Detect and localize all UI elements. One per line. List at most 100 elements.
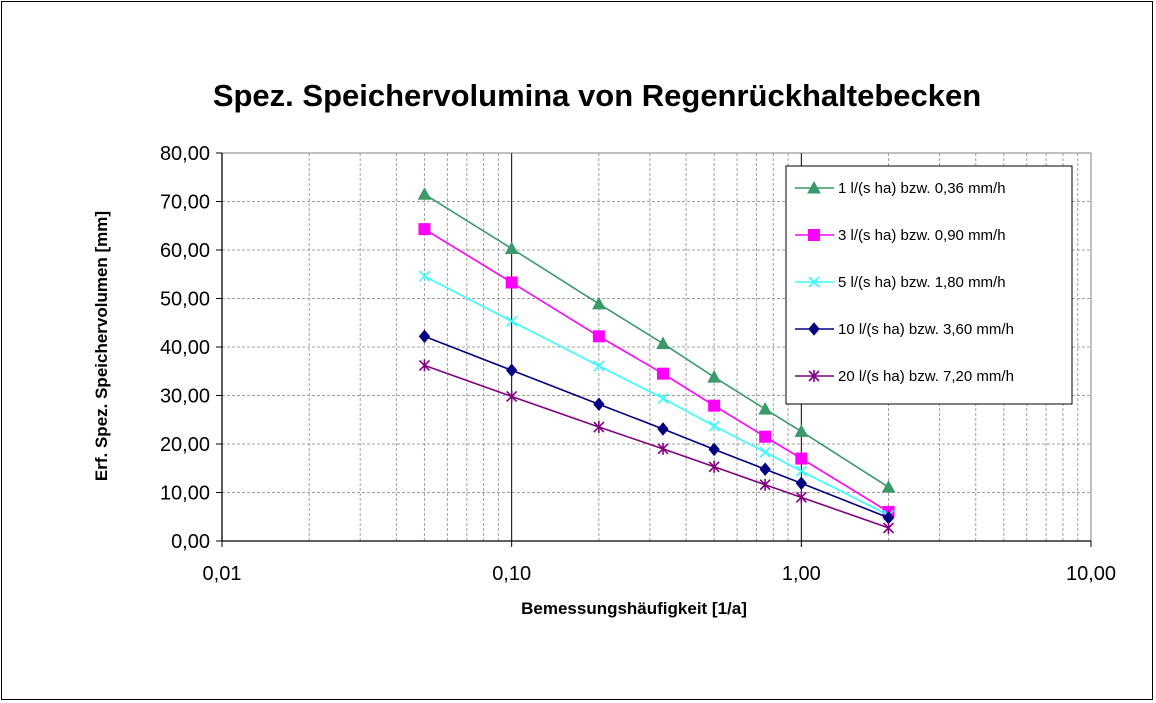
series-4	[418, 329, 895, 525]
x-marker-stroke	[708, 420, 720, 432]
legend-box	[785, 165, 1073, 405]
x-marker-stroke	[795, 465, 807, 477]
y-tick-label: 0,00	[171, 531, 210, 553]
legend-marker	[807, 180, 821, 194]
y-tick-label: 70,00	[160, 192, 210, 214]
series-5	[418, 359, 895, 534]
y-tick-label: 40,00	[160, 337, 210, 359]
x-tick-label: 0,10	[492, 563, 531, 585]
data-point	[657, 422, 669, 436]
series-line	[424, 364, 889, 529]
data-point	[657, 367, 670, 380]
legend-item: 20 l/(s ha) bzw. 7,20 mm/h	[795, 368, 1014, 385]
data-point	[794, 424, 809, 437]
data-point	[708, 442, 720, 457]
data-point	[758, 402, 772, 415]
x-marker-stroke	[506, 315, 518, 327]
y-axis-label: Erf. Spez. Speichervolumen [mm]	[92, 211, 111, 481]
x-marker-stroke	[418, 270, 431, 282]
series-line	[424, 193, 889, 488]
data-point	[708, 420, 720, 432]
chart-title: Spez. Speichervolumina von Regenrückhalt…	[213, 78, 981, 113]
data-point	[657, 392, 669, 404]
triangle-marker	[807, 180, 821, 194]
x-marker-stroke	[808, 276, 820, 288]
data-point	[504, 241, 519, 255]
diamond-marker	[593, 397, 605, 412]
legend-item: 3 l/(s ha) bzw. 0,90 mm/h	[795, 227, 1006, 244]
x-axis-label: Bemessungshäufigkeit [1/a]	[521, 599, 747, 618]
axes	[216, 152, 1092, 547]
legend-label: 3 l/(s ha) bzw. 0,90 mm/h	[838, 227, 1006, 244]
y-tick-label: 60,00	[160, 240, 210, 262]
data-point	[417, 187, 432, 200]
data-point	[759, 430, 772, 443]
series-line	[424, 228, 889, 513]
data-point	[506, 390, 518, 403]
triangle-marker	[656, 336, 670, 350]
data-point	[759, 462, 771, 477]
triangle-marker	[758, 402, 772, 415]
data-point	[795, 476, 807, 491]
y-tick-label: 50,00	[160, 289, 210, 311]
x-tick-label: 1,00	[782, 563, 821, 585]
diamond-marker	[795, 476, 807, 491]
data-point	[592, 296, 606, 310]
data-point	[418, 329, 431, 344]
square-marker	[759, 430, 772, 443]
data-point	[593, 421, 605, 434]
x-marker-stroke	[759, 446, 771, 458]
data-point	[759, 478, 771, 491]
triangle-marker	[417, 187, 432, 200]
diamond-marker	[708, 442, 720, 457]
square-marker	[418, 223, 431, 236]
x-marker-stroke	[593, 360, 605, 372]
data-point	[759, 446, 771, 458]
diamond-marker	[657, 422, 669, 436]
data-point	[592, 330, 605, 343]
x-marker-stroke	[657, 392, 669, 404]
square-marker	[808, 229, 820, 241]
square-marker	[708, 399, 721, 412]
data-point	[795, 491, 807, 504]
data-point	[418, 359, 431, 372]
square-marker	[795, 452, 808, 465]
legend-label: 5 l/(s ha) bzw. 1,80 mm/h	[838, 274, 1006, 291]
legend-marker	[808, 322, 820, 336]
diamond-marker	[808, 322, 820, 336]
legend-item: 1 l/(s ha) bzw. 0,36 mm/h	[795, 180, 1006, 197]
triangle-marker	[707, 370, 721, 383]
square-marker	[657, 367, 670, 380]
data-point	[506, 363, 518, 378]
triangle-marker	[592, 296, 606, 310]
data-point	[418, 270, 431, 282]
legend-label: 20 l/(s ha) bzw. 7,20 mm/h	[838, 368, 1014, 385]
data-point	[505, 276, 518, 289]
data-point	[795, 465, 807, 477]
data-point	[593, 360, 605, 372]
triangle-marker	[794, 424, 809, 437]
legend-item: 10 l/(s ha) bzw. 3,60 mm/h	[795, 321, 1014, 338]
data-point	[882, 521, 895, 534]
legend-marker	[808, 276, 820, 288]
square-marker	[505, 276, 518, 289]
y-tick-label: 30,00	[160, 386, 210, 408]
diamond-marker	[418, 329, 431, 344]
legend-label: 1 l/(s ha) bzw. 0,36 mm/h	[838, 180, 1006, 197]
data-point	[656, 336, 670, 350]
triangle-marker	[504, 241, 519, 255]
data-point	[418, 223, 431, 236]
data-point	[707, 370, 721, 383]
data-point	[708, 399, 721, 412]
x-tick-label: 0,01	[203, 563, 242, 585]
series-line	[424, 275, 889, 517]
series-1	[417, 187, 896, 493]
data-point	[506, 315, 518, 327]
data-point	[708, 460, 720, 473]
data-point	[593, 397, 605, 412]
x-tick-label: 10,00	[1066, 563, 1116, 585]
triangle-marker	[881, 480, 896, 493]
y-tick-label: 80,00	[160, 143, 210, 165]
data-point	[657, 442, 669, 455]
square-marker	[592, 330, 605, 343]
